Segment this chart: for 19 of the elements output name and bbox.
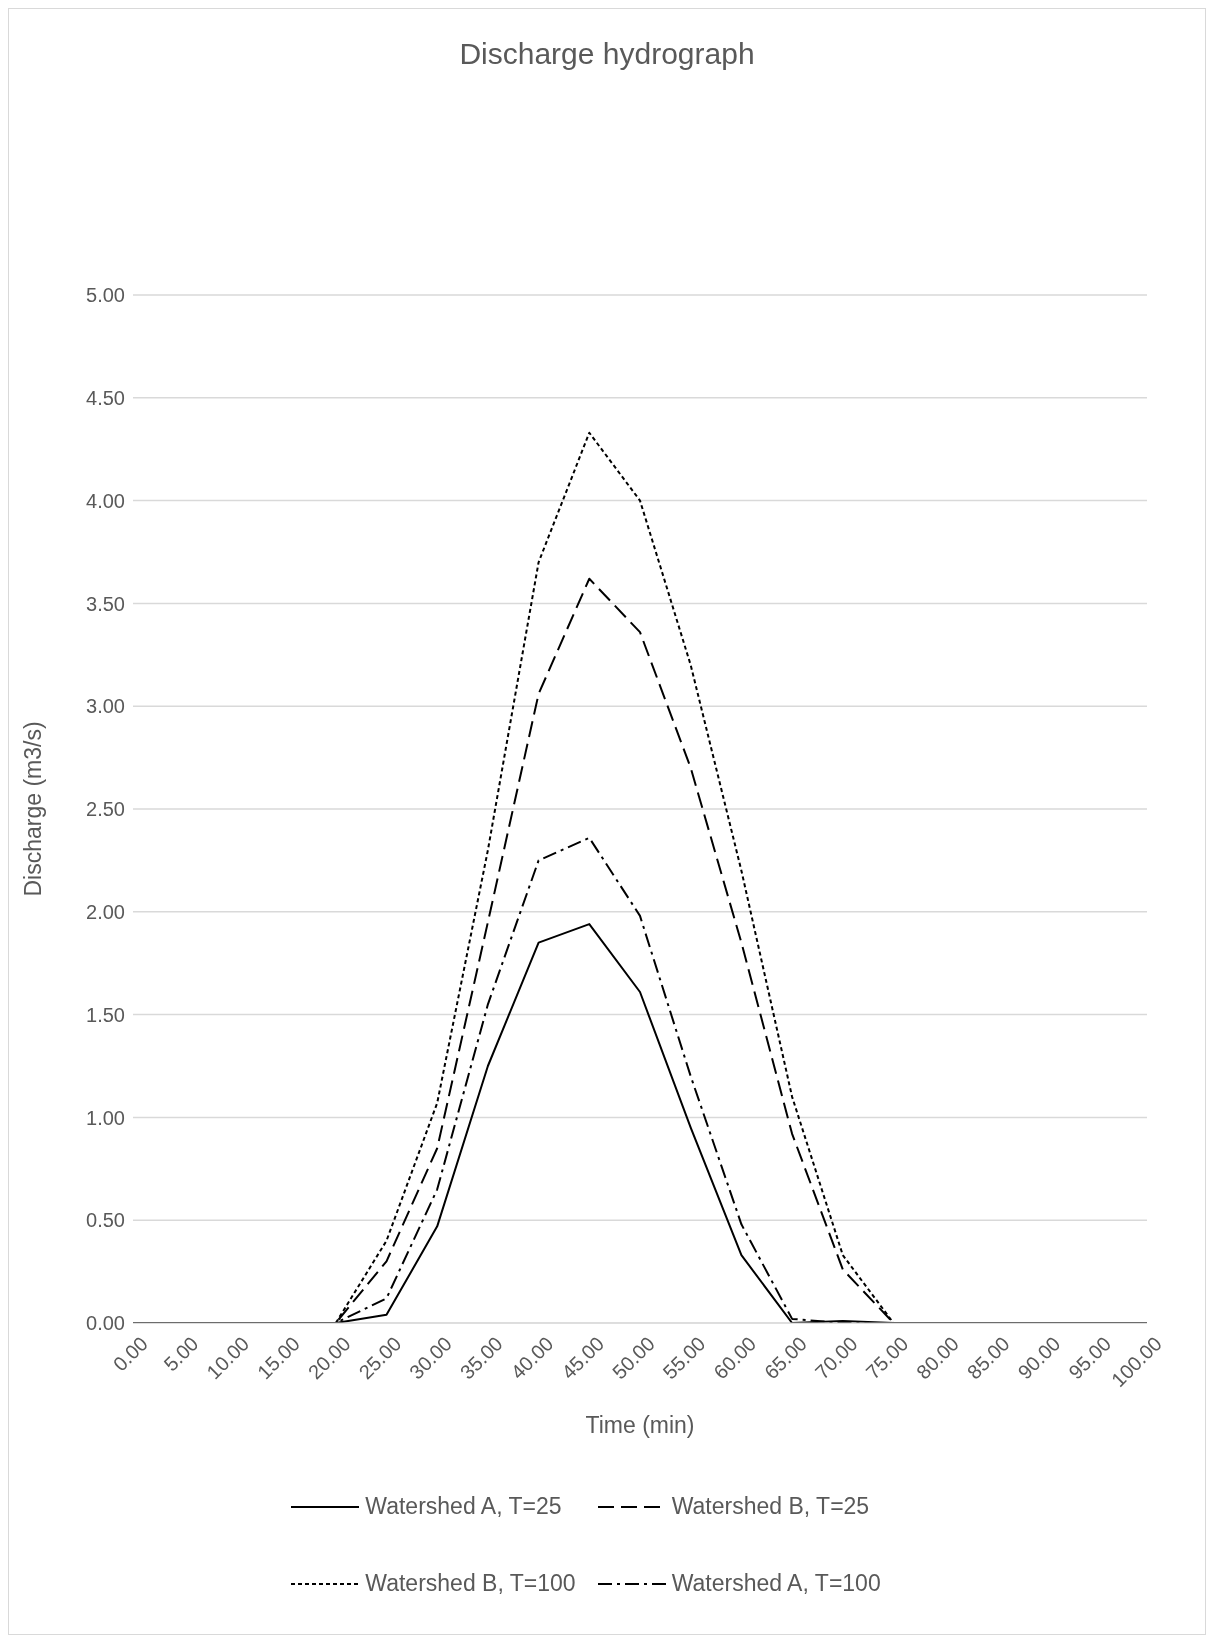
legend-label: Watershed A, T=25 bbox=[365, 1493, 562, 1520]
y-tick-label: 4.00 bbox=[86, 489, 125, 512]
legend-label: Watershed B, T=25 bbox=[671, 1493, 870, 1520]
y-tick-label: 2.00 bbox=[86, 900, 125, 923]
y-tick-label: 4.50 bbox=[86, 386, 125, 409]
y-tick-label: 1.00 bbox=[86, 1106, 125, 1129]
y-tick-label: 2.50 bbox=[86, 798, 125, 821]
x-axis-title: Time (min) bbox=[585, 1412, 695, 1438]
legend-label: Watershed A, T=100 bbox=[671, 1570, 881, 1597]
y-tick-label: 5.00 bbox=[86, 284, 125, 307]
y-tick-label: 1.50 bbox=[86, 1003, 125, 1026]
chart-title: Discharge hydrograph bbox=[458, 37, 756, 72]
y-tick-label: 3.50 bbox=[86, 592, 125, 615]
legend-label: Watershed B, T=100 bbox=[365, 1570, 576, 1597]
y-tick-label: 3.00 bbox=[86, 695, 125, 718]
y-tick-label: 0.00 bbox=[86, 1312, 125, 1335]
y-tick-label: 0.50 bbox=[86, 1209, 125, 1232]
y-axis-title: Discharge (m3/s) bbox=[20, 721, 47, 897]
x-tick-label: 5.00 bbox=[159, 1332, 203, 1376]
